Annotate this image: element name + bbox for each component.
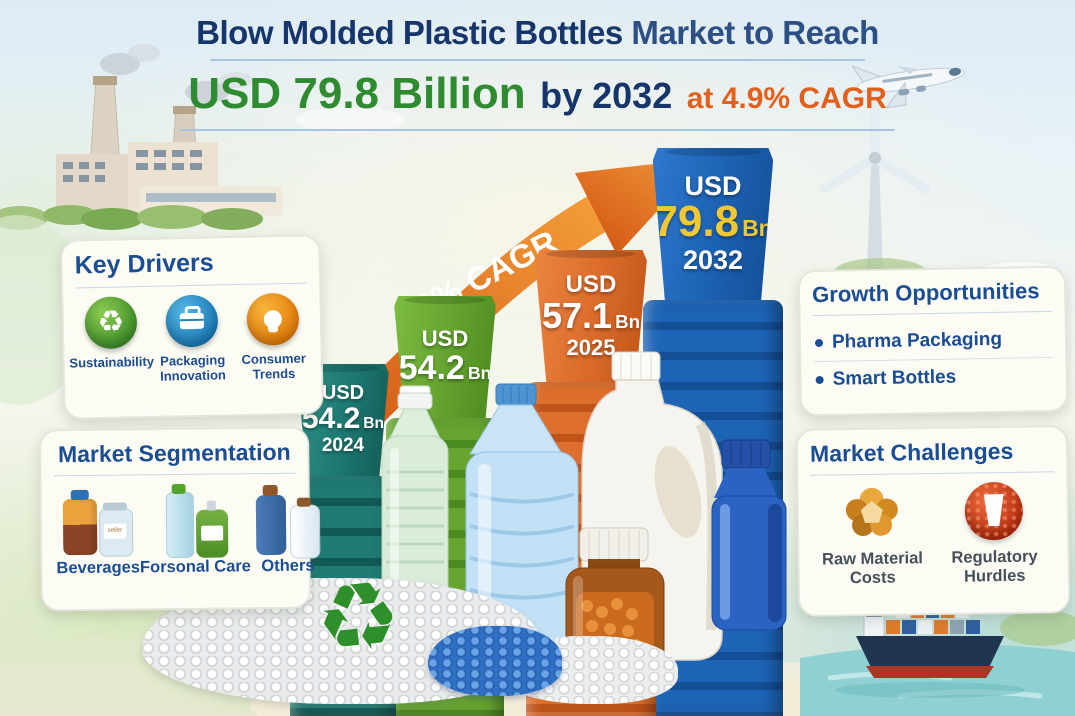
- care-bottles-icon: [158, 485, 233, 559]
- main-title-rest: Market to Reach: [622, 14, 879, 51]
- airplane-icon: [850, 65, 965, 109]
- challenge-raw-material-costs: Raw Material Costs: [817, 483, 926, 588]
- main-title-product: Blow Molded Plastic Bottles: [196, 14, 623, 51]
- market-segmentation-title: Market Segmentation: [57, 438, 291, 468]
- forecast-year-text: by 2032: [540, 75, 673, 116]
- segment-others: Others: [250, 484, 325, 576]
- recycle-icon: ♻: [310, 559, 406, 678]
- opportunity-smart-bottles: Smart Bottles: [813, 358, 1054, 398]
- card-divider: [75, 282, 308, 289]
- key-drivers-card: Key Drivers ♻ Sustainability Packaging I…: [60, 234, 324, 420]
- bullet-dot: [814, 338, 824, 348]
- main-title: Blow Molded Plastic Bottles Market to Re…: [138, 14, 938, 52]
- bar-2032-label: USD 79.8 Bn 2032: [652, 148, 774, 300]
- market-value-text: USD 79.8 Billion: [188, 69, 526, 118]
- briefcase-icon: [165, 294, 219, 348]
- driver-consumer-trends: Consumer Trends: [237, 292, 309, 383]
- title-divider-bottom: [180, 129, 895, 131]
- jar-label: seller: [103, 523, 126, 539]
- market-segmentation-card: Market Segmentation seller Beverages For…: [39, 426, 321, 612]
- headline: Blow Molded Plastic Bottles Market to Re…: [138, 14, 938, 139]
- recycle-icon: ♻: [84, 296, 138, 350]
- key-drivers-title: Key Drivers: [74, 248, 214, 280]
- beverage-bottles-icon: seller: [60, 486, 135, 559]
- growth-opportunities-card: Growth Opportunities Pharma Packaging Sm…: [797, 265, 1069, 417]
- bar-2032-blue: USD 79.8 Bn 2032: [643, 148, 783, 716]
- card-divider: [810, 471, 1055, 476]
- growth-opportunities-title: Growth Opportunities: [811, 278, 1040, 308]
- challenge-regulatory-hurdles: Regulatory Hurdles: [939, 481, 1048, 586]
- opportunity-pharma-packaging: Pharma Packaging: [813, 321, 1054, 361]
- other-bottles-icon: [250, 484, 325, 559]
- lightbulb-icon: [246, 292, 300, 346]
- market-challenges-card: Market Challenges Raw Material Costs Reg…: [795, 425, 1071, 617]
- pellet-cluster-icon: [845, 487, 898, 536]
- card-divider: [812, 310, 1053, 317]
- blue-pellets-pile: [428, 626, 562, 696]
- regulation-badge-icon: [964, 481, 1024, 541]
- bar-green-label: USD 54.2 Bn: [394, 296, 496, 418]
- cagr-text: at 4.9% CAGR: [686, 82, 887, 115]
- bullet-dot: [815, 375, 824, 385]
- subtitle: USD 79.8 Billion by 2032 at 4.9% CAGR: [138, 69, 938, 119]
- card-divider: [53, 472, 296, 477]
- driver-sustainability: ♻ Sustainability: [69, 296, 154, 386]
- segment-beverages: seller Beverages: [56, 486, 140, 578]
- market-challenges-title: Market Challenges: [809, 437, 1014, 467]
- factory-illustration: [0, 44, 282, 230]
- bar-2025-label: USD 57.1 Bn 2025: [535, 250, 647, 382]
- title-divider-top: [210, 59, 865, 61]
- segment-personal-care: Forsonal Care: [139, 485, 251, 577]
- bar-2024-label: USD 54.2 Bn 2024: [297, 364, 389, 476]
- driver-packaging-innovation: Packaging Innovation: [156, 294, 228, 384]
